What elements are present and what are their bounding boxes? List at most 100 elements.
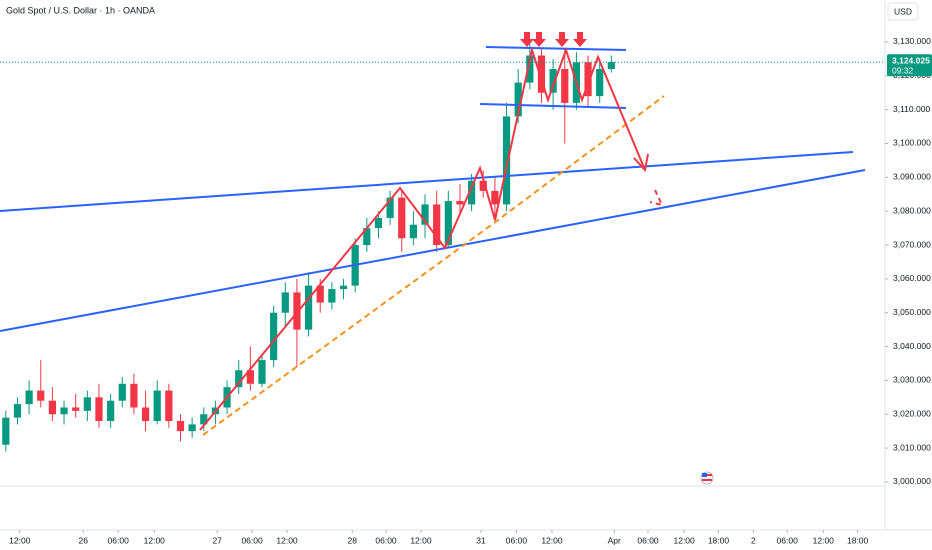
arrows [520, 32, 587, 47]
candle-body [363, 228, 371, 246]
candle-body [328, 289, 336, 303]
candle-body [37, 390, 45, 401]
y-tick-label: 3,030.000 [893, 375, 931, 385]
x-tick-label: 06:00 [241, 535, 263, 545]
x-tick-label: 12:00 [541, 535, 563, 545]
candle-body [549, 69, 557, 93]
neckline [479, 103, 627, 109]
candle-body [304, 285, 313, 330]
candle-body [95, 397, 103, 422]
candle-body [456, 201, 464, 205]
trend-line [0, 169, 866, 332]
candle-body [130, 383, 138, 408]
candle-body [188, 424, 196, 432]
candle-body [25, 390, 33, 405]
candle-body [270, 312, 278, 361]
y-tick-label: 3,060.000 [893, 273, 931, 283]
x-tick-label: 31 [476, 535, 486, 545]
candle-body [235, 370, 243, 388]
candle-body [386, 197, 394, 218]
price-tag [887, 54, 932, 77]
x-tick-label: 06:00 [108, 535, 130, 545]
down-arrow [573, 32, 587, 47]
event-icon[interactable] [700, 471, 714, 485]
candle-body [72, 407, 80, 411]
y-tick-label: 3,000.000 [893, 476, 931, 486]
candle-body [13, 404, 22, 418]
candle-body [514, 82, 522, 117]
resistance-line [485, 46, 627, 51]
candle-body [281, 292, 289, 313]
currency-box[interactable] [887, 2, 919, 21]
trend-line [0, 151, 854, 212]
x-tick-label: 12:00 [673, 535, 695, 545]
candle-body [596, 69, 604, 97]
candle-body [409, 224, 417, 239]
candle-body [491, 190, 499, 205]
x-tick-label: 12:00 [813, 535, 835, 545]
candle-body [258, 360, 266, 384]
down-arrow [555, 32, 569, 47]
candle-body [468, 180, 476, 205]
x-tick-label: 26 [79, 535, 89, 545]
countdown: 09:32 [892, 65, 914, 75]
x-tick-label: 06:00 [637, 535, 659, 545]
down-arrow [520, 32, 534, 47]
currency[interactable]: USD [894, 6, 912, 16]
candle-body [200, 414, 208, 425]
candle-body [165, 390, 173, 422]
candle-body [153, 390, 161, 422]
candle-body [141, 407, 150, 422]
candle-body [502, 116, 511, 205]
y-tick-label: 3,040.000 [893, 341, 931, 351]
arrow-head [633, 153, 649, 173]
y-tick-label: 3,070.000 [893, 239, 931, 249]
candle-body [176, 421, 185, 432]
y-tick-label: 3,130.000 [893, 36, 931, 46]
candle-body [526, 55, 534, 83]
candle-body [246, 370, 254, 384]
path-drawing [199, 46, 646, 431]
flag-canton [702, 473, 707, 477]
candle-body [421, 204, 429, 225]
candle-body [2, 417, 10, 445]
x-tick-label: 18:00 [708, 535, 730, 545]
candle-body [479, 180, 487, 191]
drawings [0, 32, 866, 436]
x-tick-label: 12:00 [276, 535, 298, 545]
x-tick-label: 27 [212, 535, 222, 545]
x-tick-label: 06:00 [375, 535, 397, 545]
candle-body [584, 62, 592, 97]
candle-body [607, 62, 615, 70]
y-tick-label: 3,090.000 [893, 172, 931, 182]
candle-body [60, 407, 68, 415]
flag-stripe [702, 479, 712, 481]
candle-body [398, 197, 406, 239]
x-tick-label: 12:00 [144, 535, 166, 545]
candle-body [537, 55, 546, 93]
candle-body [561, 69, 569, 103]
down-arrow [532, 32, 546, 47]
x-tick-label: 12:00 [9, 535, 31, 545]
support-dashed [202, 95, 665, 436]
y-tick-label: 3,110.000 [893, 104, 930, 114]
x-tick-label: 28 [348, 535, 358, 545]
candle-body [433, 204, 441, 246]
y-tick-label: 3,100.000 [893, 138, 931, 148]
x-tick-label: 18:00 [847, 535, 869, 545]
candle-body [374, 217, 383, 229]
axes: 3,000.000 3,010.000 3,020.000 3,030.000 3,04… [0, 36, 932, 545]
x-tick-label: 2 [751, 535, 756, 545]
y-tick-label: 3,080.000 [893, 205, 931, 215]
y-tick-label: 3,010.000 [893, 442, 931, 452]
candle-body [316, 285, 324, 303]
candle-body [339, 285, 348, 290]
chart-title: Gold Spot / U.S. Dollar · 1h · OANDA [6, 5, 155, 15]
x-tick-label: Apr [608, 535, 621, 545]
price-tag-label: 3,124.025 [892, 55, 930, 65]
x-tick-label: 06:00 [506, 535, 528, 545]
x-tick-label: 12:00 [410, 535, 432, 545]
candle-body [444, 201, 452, 246]
